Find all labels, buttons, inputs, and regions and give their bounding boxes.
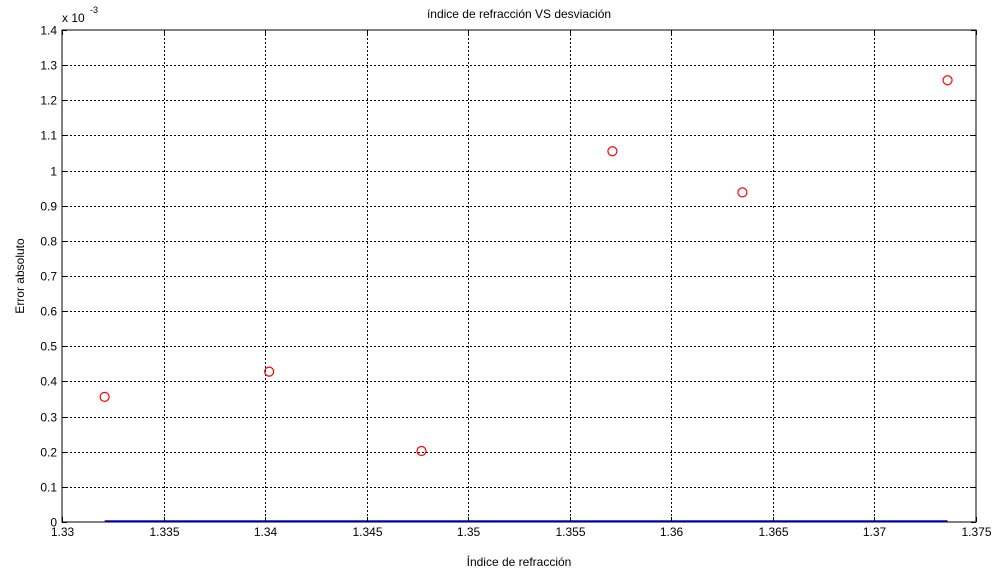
axis-ticks (62, 30, 977, 523)
x-tick-label: 1.33 (51, 525, 75, 539)
data-point (607, 146, 618, 157)
y-tick-label: 0.1 (40, 481, 57, 495)
x-tick-label: 1.34 (254, 525, 278, 539)
x-tick-label: 1.335 (149, 525, 179, 539)
y-tick-label: 1 (50, 165, 57, 179)
data-point (416, 445, 427, 457)
x-tick-label: 1.35 (457, 525, 481, 539)
y-axis-multiplier: x 10 (62, 11, 85, 25)
y-axis-label: Error absoluto (13, 238, 27, 314)
data-point (264, 366, 275, 377)
y-tick-label: 1.4 (40, 24, 57, 38)
data-point (737, 187, 748, 198)
y-tick-label: 1.1 (40, 129, 57, 143)
y-tick-label: 1.2 (40, 94, 57, 108)
y-tick-label: 0.2 (40, 446, 57, 460)
x-tick-label: 1.37 (863, 525, 887, 539)
x-tick-label: 1.36 (660, 525, 684, 539)
y-tick-labels: 0 0.1 0.2 0.3 0.4 0.5 0.6 0.7 0.8 0.9 1 1.1 1.2 1.3 1.… (40, 24, 57, 530)
data-series (99, 75, 953, 522)
x-axis-label: Índice de refracción (467, 554, 572, 569)
x-tick-label: 1.375 (961, 525, 991, 539)
y-tick-label: 0.3 (40, 411, 57, 425)
grid-lines (62, 30, 976, 522)
y-tick-label: 0 (50, 516, 57, 530)
data-point (99, 391, 110, 402)
y-tick-label: 1.3 (40, 59, 57, 73)
y-tick-label: 0.6 (40, 305, 57, 319)
x-tick-label: 1.355 (555, 525, 585, 539)
y-tick-label: 0.4 (40, 375, 57, 389)
y-tick-label: 0.9 (40, 200, 57, 214)
y-tick-label: 0.7 (40, 270, 57, 284)
data-point (942, 75, 953, 86)
y-axis-exponent: -3 (90, 5, 98, 15)
x-tick-label: 1.365 (758, 525, 788, 539)
x-tick-label: 1.345 (352, 525, 382, 539)
y-tick-label: 0.5 (40, 340, 57, 354)
chart-title: índice de refracción VS desviación (427, 7, 611, 21)
x-tick-labels: 1.33 1.335 1.34 1.345 1.35 1.355 1.36 1.365 1.37… (51, 525, 992, 539)
y-tick-label: 0.8 (40, 235, 57, 249)
